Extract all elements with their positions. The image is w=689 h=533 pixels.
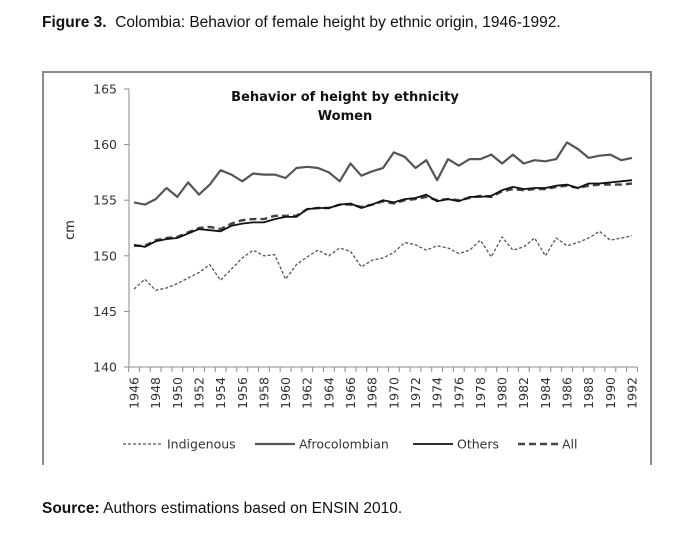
x-tick-label: 1966 bbox=[343, 377, 358, 409]
x-tick-label: 1962 bbox=[300, 377, 315, 409]
chart-subtitle: Women bbox=[318, 109, 372, 124]
x-tick-label: 1956 bbox=[235, 377, 250, 409]
legend-label: Indigenous bbox=[167, 437, 236, 452]
series-line-all bbox=[134, 182, 633, 248]
source-note: Source: Authors estimations based on ENS… bbox=[42, 500, 402, 518]
y-ticks: 140 145 150 155 160 165 bbox=[93, 82, 129, 375]
chart-title: Behavior of height by ethnicity bbox=[231, 90, 459, 105]
x-tick-label: 1948 bbox=[148, 377, 163, 409]
y-tick-label: 150 bbox=[93, 248, 117, 263]
legend-label: All bbox=[562, 437, 578, 452]
y-axis-title: cm bbox=[63, 220, 78, 240]
series-line-others bbox=[133, 179, 633, 248]
x-tick-label: 1984 bbox=[538, 377, 553, 409]
x-tick-label: 1960 bbox=[278, 377, 293, 409]
legend-label: Others bbox=[457, 437, 499, 452]
figure-label: Figure 3. bbox=[42, 14, 107, 31]
series-line-indigenous bbox=[133, 230, 633, 291]
x-tick-label: 1976 bbox=[451, 377, 466, 409]
figure-caption-text: Colombia: Behavior of female height by e… bbox=[115, 14, 561, 31]
x-tick-label: 1970 bbox=[386, 377, 401, 409]
y-tick-label: 160 bbox=[93, 137, 117, 152]
legend-item-all: All bbox=[518, 437, 578, 452]
x-tick-label: 1952 bbox=[191, 377, 206, 409]
x-tick-label: 1974 bbox=[430, 377, 445, 409]
y-tick-label: 155 bbox=[93, 193, 117, 208]
x-tick-label: 1954 bbox=[213, 377, 228, 409]
x-tick-label: 1992 bbox=[625, 377, 640, 409]
figure-caption: Figure 3. Colombia: Behavior of female h… bbox=[42, 14, 561, 32]
source-text: Authors estimations based on ENSIN 2010. bbox=[103, 500, 403, 517]
y-tick-label: 165 bbox=[93, 82, 117, 97]
x-tick-label: 1980 bbox=[495, 377, 510, 409]
x-tick-label: 1978 bbox=[473, 377, 488, 409]
series-group bbox=[133, 141, 633, 291]
x-tick-label: 1972 bbox=[408, 377, 423, 409]
x-tick-label: 1946 bbox=[127, 377, 142, 409]
legend-label: Afrocolombian bbox=[299, 437, 389, 452]
x-tick-label: 1950 bbox=[170, 377, 185, 409]
chart-frame bbox=[42, 71, 652, 465]
x-tick-label: 1958 bbox=[256, 377, 271, 409]
legend-item-afrocolombian: Afrocolombian bbox=[255, 437, 389, 452]
x-tick-label: 1968 bbox=[365, 377, 380, 409]
legend-item-others: Others bbox=[413, 437, 499, 452]
x-ticks: 1946 1948 1950 1952 1954 1956 1958 1960 1962 1964… bbox=[127, 367, 640, 409]
y-tick-label: 145 bbox=[93, 304, 117, 319]
y-tick-label: 140 bbox=[93, 360, 117, 375]
x-tick-label: 1986 bbox=[560, 377, 575, 409]
legend-item-indigenous: Indigenous bbox=[123, 437, 236, 452]
series-line-afrocolombian bbox=[133, 141, 633, 206]
x-tick-label: 1982 bbox=[516, 377, 531, 409]
legend: Indigenous Afrocolombian Others All bbox=[123, 437, 578, 452]
x-tick-label: 1988 bbox=[581, 377, 596, 409]
x-tick-label: 1964 bbox=[321, 377, 336, 409]
x-tick-label: 1990 bbox=[603, 377, 618, 409]
source-label: Source: bbox=[42, 500, 100, 517]
